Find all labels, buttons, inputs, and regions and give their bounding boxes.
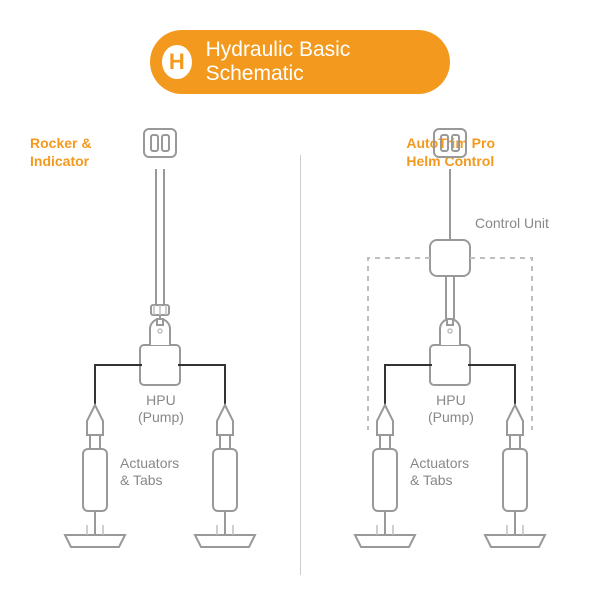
left-hpu-line2: (Pump) <box>138 409 184 425</box>
right-act-line1: Actuators <box>410 455 469 471</box>
right-hpu-line2: (Pump) <box>428 409 474 425</box>
cable-icon <box>151 169 169 327</box>
header-letter-circle: H <box>162 45 192 79</box>
left-act-line1: Actuators <box>120 455 179 471</box>
right-side-label-line1: AutoTrim Pro <box>406 135 495 151</box>
vertical-divider <box>300 155 301 575</box>
actuator-left-icon <box>65 405 125 547</box>
hpu-pump-icon <box>140 319 180 385</box>
actuator-right-icon <box>485 405 545 547</box>
left-hpu-line1: HPU <box>146 392 176 408</box>
control-unit-icon <box>430 240 470 276</box>
right-control-unit-label: Control Unit <box>475 215 549 232</box>
actuator-right-icon <box>195 405 255 547</box>
actuator-left-icon <box>355 405 415 547</box>
right-act-line2: & Tabs <box>410 472 453 488</box>
header-pill: H Hydraulic Basic Schematic <box>150 30 450 94</box>
right-hpu-line1: HPU <box>436 392 466 408</box>
left-act-line2: & Tabs <box>120 472 163 488</box>
right-hpu-label: HPU (Pump) <box>428 392 474 426</box>
left-actuators-label: Actuators & Tabs <box>120 455 179 489</box>
left-hpu-label: HPU (Pump) <box>138 392 184 426</box>
left-diagram-svg <box>30 155 290 575</box>
dashed-bus-left <box>368 258 430 430</box>
dashed-bus-right <box>470 258 532 430</box>
right-control-unit-text: Control Unit <box>475 215 549 231</box>
right-actuators-label: Actuators & Tabs <box>410 455 469 489</box>
left-side-label-line1: Rocker & <box>30 135 91 151</box>
rocker-switch-icon <box>144 129 176 157</box>
left-panel: Rocker & Indicator <box>30 155 290 575</box>
hpu-pump-icon <box>430 319 470 385</box>
header-letter: H <box>169 49 185 75</box>
right-panel: AutoTrim Pro Helm Control <box>320 155 580 575</box>
header-title: Hydraulic Basic Schematic <box>206 38 422 86</box>
